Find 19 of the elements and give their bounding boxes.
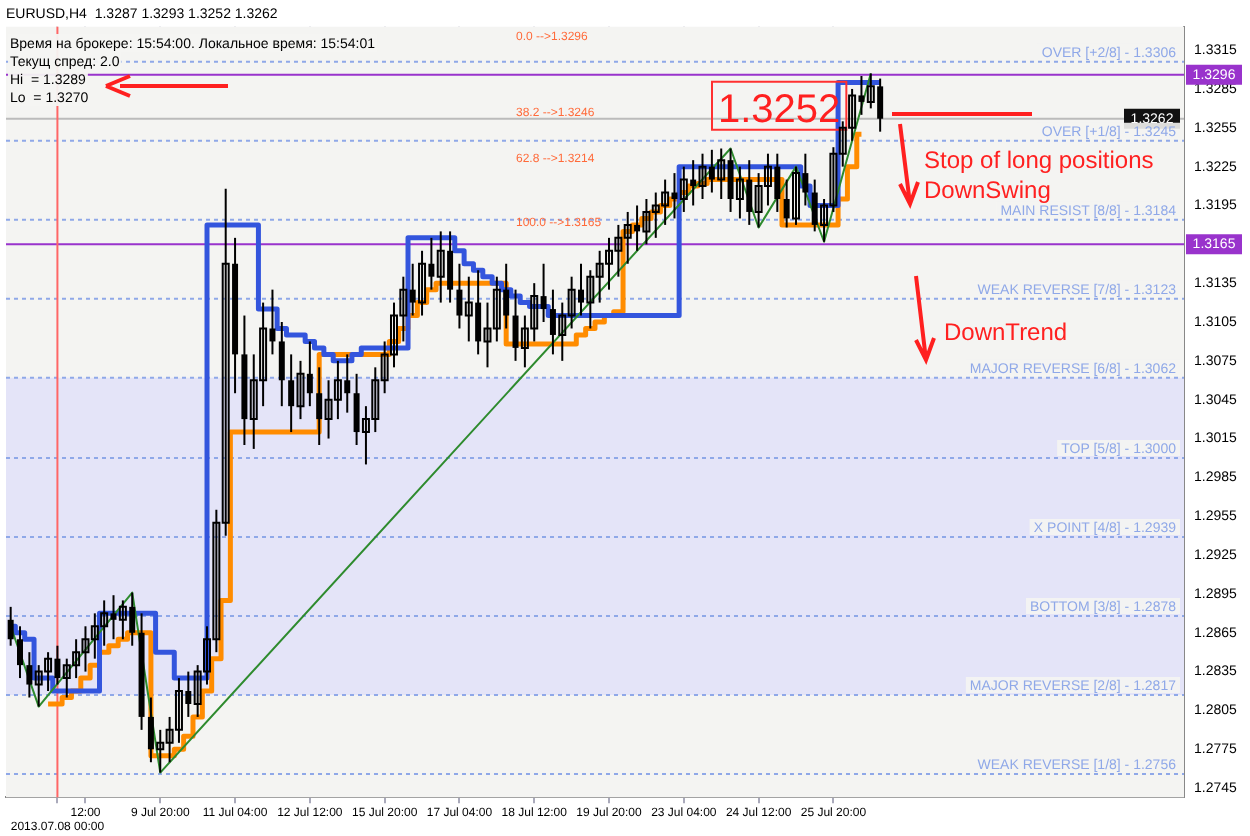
candlestick [763, 152, 772, 207]
candlestick [418, 249, 427, 317]
annotation: DownSwing [924, 175, 1051, 204]
annotation: DownTrend [944, 317, 1068, 346]
candlestick [735, 165, 744, 220]
candlestick [296, 359, 305, 421]
candlestick [333, 359, 342, 421]
candlestick [679, 165, 688, 213]
candlestick [464, 275, 473, 343]
candlestick [792, 165, 801, 226]
candlestick [118, 599, 127, 641]
candlestick [17, 625, 24, 680]
annotation: Stop of long positions [924, 145, 1154, 174]
candlestick [436, 230, 445, 304]
candlestick [278, 321, 285, 408]
candlestick [7, 605, 14, 647]
candlestick [174, 677, 183, 744]
candlestick [698, 152, 707, 201]
candlestick [717, 147, 726, 201]
